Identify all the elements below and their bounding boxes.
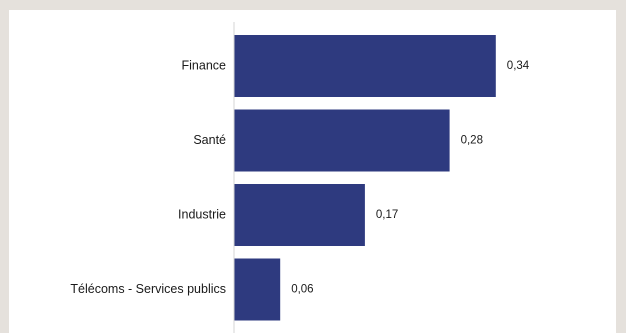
chart-card: Finance 0,34 Santé 0,28 Industrie 0,17 Télécom… xyxy=(9,10,616,333)
category-label: Télécoms - Services publics xyxy=(70,282,226,296)
category-label: Industrie xyxy=(178,207,226,221)
labels-group: Finance 0,34 Santé 0,28 Industrie 0,17 Télécom… xyxy=(70,58,529,296)
category-label: Finance xyxy=(182,58,227,72)
value-label: 0,17 xyxy=(376,209,398,221)
bars-group xyxy=(234,35,496,321)
category-label: Santé xyxy=(193,133,226,147)
bar-2 xyxy=(234,184,365,246)
value-label: 0,34 xyxy=(507,60,530,72)
bar-chart: Finance 0,34 Santé 0,28 Industrie 0,17 Télécom… xyxy=(70,22,530,333)
value-label: 0,06 xyxy=(291,284,313,296)
bar-1 xyxy=(234,109,450,172)
bar-3 xyxy=(234,258,281,321)
bar-0 xyxy=(234,35,496,97)
value-label: 0,28 xyxy=(461,135,483,147)
